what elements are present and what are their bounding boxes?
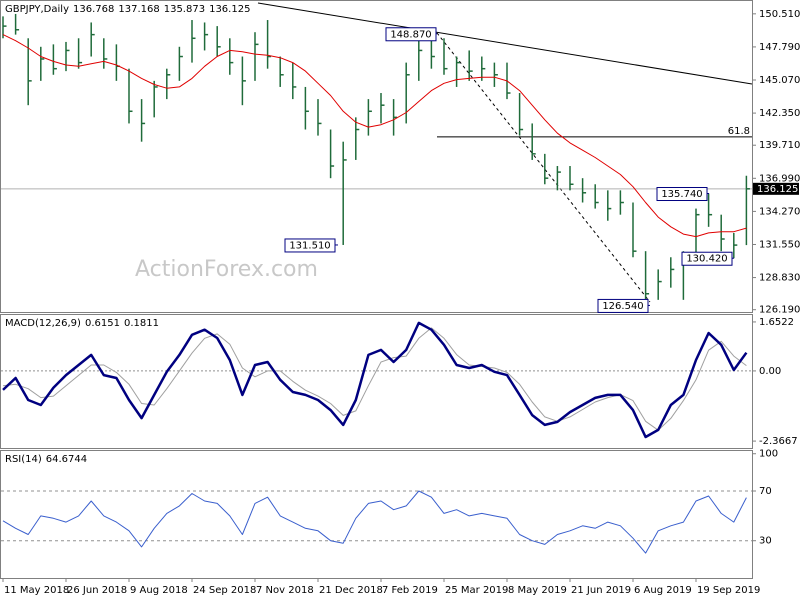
rsi-panel [0, 450, 753, 579]
plot-layer: 150.510 147.790 145.070 142.350 139.710 136.9… [1, 9, 800, 596]
y-tick-label: 70 [759, 486, 772, 497]
trend-line [257, 2, 753, 85]
x-tick-label: 7 Nov 2018 [256, 585, 314, 596]
y-tick-label: -2.3667 [759, 436, 798, 447]
signal-last: 0.1811 [124, 318, 159, 329]
watermark: ActionForex.com [135, 257, 318, 282]
y-tick-label: 136.990 [759, 173, 800, 184]
y-tick-label: 30 [759, 536, 772, 547]
x-tick-label: 6 Aug 2019 [634, 585, 692, 596]
y-tick-label: 147.790 [759, 42, 800, 53]
y-tick-label: 126.190 [759, 305, 800, 316]
annotation-label: 126.540 [602, 301, 643, 312]
current-price-box [753, 182, 799, 195]
current-price-label: 136.125 [757, 184, 798, 195]
x-tick-label: 9 Aug 2018 [130, 585, 188, 596]
x-tick-label: 24 Sep 2018 [193, 585, 256, 596]
y-tick-label: 0.00 [759, 366, 781, 377]
macd-header: MACD(12,26,9) 0.6151 0.1811 [5, 318, 159, 329]
fib-label: 61.8 [728, 126, 750, 137]
y-tick-label: 134.270 [759, 206, 800, 217]
price-header: GBPJPY,Daily 136.768 137.168 135.873 136.125 [5, 4, 250, 15]
rsi-line [2, 490, 747, 554]
y-tick-label: 100 [759, 449, 778, 460]
rsi-header: RSI(14) 64.6744 [5, 454, 87, 465]
open: 136.768 [73, 4, 114, 15]
y-tick-label: 145.070 [759, 75, 800, 86]
y-tick-label: 1.6522 [759, 317, 794, 328]
macd-title: MACD(12,26,9) [5, 318, 81, 329]
close: 136.125 [209, 4, 250, 15]
x-tick-label: 19 Sep 2019 [697, 585, 760, 596]
x-tick-label: 11 May 2018 [4, 585, 69, 596]
rsi-last: 64.6744 [46, 454, 87, 465]
x-tick-label: 26 Jun 2018 [67, 585, 127, 596]
low: 135.873 [164, 4, 205, 15]
y-tick-label: 139.710 [759, 140, 800, 151]
annotation-label: 148.870 [390, 29, 431, 40]
macd-last: 0.6151 [85, 318, 120, 329]
symbol: GBPJPY,Daily [5, 4, 69, 15]
y-tick-label: 142.350 [759, 108, 800, 119]
annotation-label: 135.740 [661, 189, 702, 200]
annotation-label: 131.510 [289, 240, 330, 251]
x-tick-label: 25 Mar 2019 [445, 585, 508, 596]
x-tick-label: 8 May 2019 [508, 585, 567, 596]
rsi-title: RSI(14) [5, 454, 42, 465]
y-tick-label: 150.510 [759, 9, 800, 20]
x-tick-label: 21 Dec 2018 [319, 585, 383, 596]
y-tick-label: 128.830 [759, 273, 800, 284]
x-tick-label: 7 Feb 2019 [382, 585, 438, 596]
macd-line [2, 321, 748, 439]
high: 137.168 [118, 4, 159, 15]
moving-average [2, 34, 747, 238]
x-tick-label: 21 Jun 2019 [571, 585, 631, 596]
annotation-label: 130.420 [686, 254, 727, 265]
macd-panel [0, 314, 753, 449]
price-panel [0, 0, 753, 313]
y-tick-label: 131.550 [759, 239, 800, 250]
